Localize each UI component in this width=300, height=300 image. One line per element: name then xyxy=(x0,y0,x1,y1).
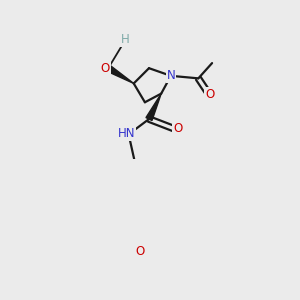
Text: O: O xyxy=(135,245,144,258)
Text: H: H xyxy=(121,33,130,46)
Text: O: O xyxy=(100,62,110,75)
Text: O: O xyxy=(173,122,182,135)
Text: HN: HN xyxy=(118,127,136,140)
Text: N: N xyxy=(167,69,175,82)
Text: O: O xyxy=(206,88,215,101)
Polygon shape xyxy=(146,94,161,121)
Polygon shape xyxy=(106,65,134,83)
